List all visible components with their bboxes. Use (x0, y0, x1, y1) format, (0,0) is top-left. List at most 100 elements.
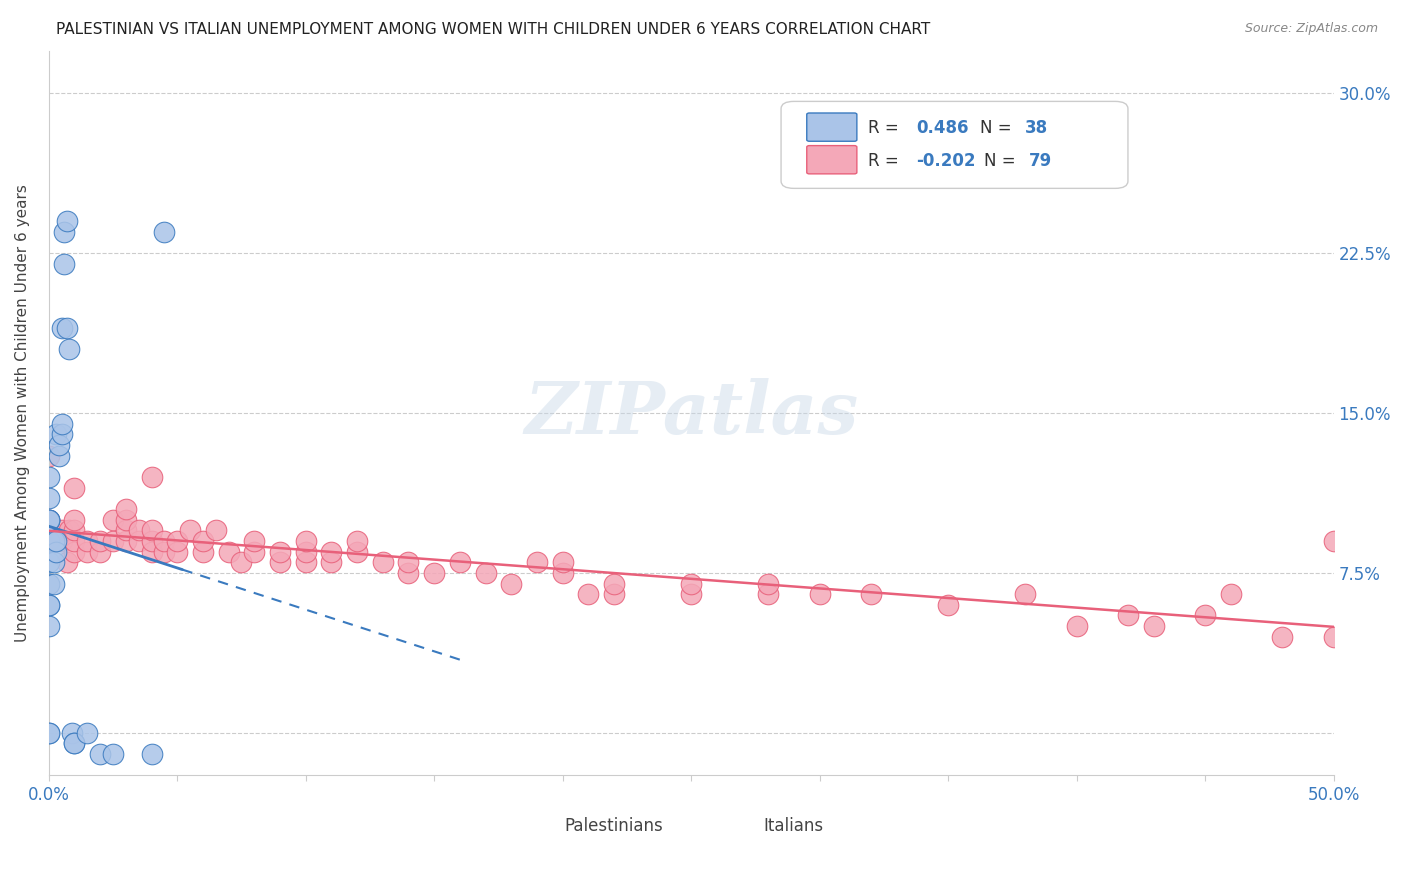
Point (51, 320, 73, 334)
Point (398, 566, 420, 580)
Point (128, 533, 150, 548)
Point (38, 533, 60, 548)
Text: Palestinians: Palestinians (565, 817, 664, 835)
Point (38, 512, 60, 526)
Point (53, 225, 76, 239)
Point (114, 523, 136, 537)
Point (114, 502, 136, 516)
Point (321, 544, 343, 558)
Point (474, 566, 496, 580)
Point (38, 576, 60, 591)
Point (114, 512, 136, 526)
Point (231, 555, 253, 569)
Point (141, 523, 163, 537)
Point (89, 544, 111, 558)
Text: 0.486: 0.486 (915, 120, 969, 137)
Y-axis label: Unemployment Among Women with Children Under 6 years: Unemployment Among Women with Children U… (15, 184, 30, 642)
Point (51, 523, 73, 537)
Point (53, 257, 76, 271)
Point (63, 736, 86, 750)
Point (681, 576, 703, 591)
Point (51, 417, 73, 431)
Point (114, 533, 136, 548)
Point (38, 523, 60, 537)
Point (38, 598, 60, 612)
Point (1116, 608, 1139, 623)
Point (191, 544, 214, 558)
Text: N =: N = (980, 120, 1017, 137)
FancyBboxPatch shape (807, 113, 856, 141)
Point (756, 576, 779, 591)
Text: R =: R = (869, 152, 904, 169)
Point (38, 533, 60, 548)
Point (1143, 619, 1166, 633)
Point (51, 427, 73, 442)
Text: 38: 38 (1025, 120, 1049, 137)
Point (42, 576, 65, 591)
Point (294, 533, 316, 548)
FancyBboxPatch shape (747, 813, 787, 836)
Point (76, 533, 98, 548)
Point (63, 481, 86, 495)
Point (449, 555, 471, 569)
Point (38, 725, 60, 739)
Point (63, 736, 86, 750)
Point (45, 533, 67, 548)
Point (38, 512, 60, 526)
Point (153, 533, 176, 548)
Point (38, 619, 60, 633)
Text: Italians: Italians (763, 817, 824, 835)
FancyBboxPatch shape (807, 145, 856, 174)
Point (89, 533, 111, 548)
Point (204, 523, 226, 537)
Point (423, 566, 446, 580)
Text: N =: N = (984, 152, 1021, 169)
Point (1322, 533, 1344, 548)
Point (269, 544, 291, 558)
Point (808, 587, 831, 601)
Point (38, 512, 60, 526)
Point (294, 544, 316, 558)
Point (526, 555, 548, 569)
Point (45, 544, 67, 558)
Point (76, 725, 98, 739)
Point (48, 438, 70, 452)
Point (38, 491, 60, 506)
FancyBboxPatch shape (554, 813, 595, 836)
Point (63, 533, 86, 548)
Point (38, 512, 60, 526)
Point (166, 533, 188, 548)
Point (55, 320, 77, 334)
Point (346, 544, 368, 558)
Point (38, 725, 60, 739)
Point (63, 512, 86, 526)
Point (243, 533, 266, 548)
Point (1066, 619, 1088, 633)
Point (38, 598, 60, 612)
Point (294, 555, 316, 569)
Point (42, 533, 65, 548)
Point (101, 747, 124, 761)
Point (58, 342, 80, 356)
Point (55, 214, 77, 228)
Text: 79: 79 (1029, 152, 1052, 169)
Text: PALESTINIAN VS ITALIAN UNEMPLOYMENT AMONG WOMEN WITH CHILDREN UNDER 6 YEARS CORR: PALESTINIAN VS ITALIAN UNEMPLOYMENT AMON… (56, 22, 931, 37)
Point (1271, 630, 1294, 644)
Point (551, 566, 574, 580)
Point (63, 544, 86, 558)
Point (501, 576, 523, 591)
Point (141, 533, 163, 548)
Point (63, 523, 86, 537)
Point (45, 427, 67, 442)
Point (1322, 630, 1344, 644)
Point (603, 587, 626, 601)
Point (371, 555, 394, 569)
Text: Source: ZipAtlas.com: Source: ZipAtlas.com (1244, 22, 1378, 36)
Text: ZIPatlas: ZIPatlas (524, 377, 858, 449)
Point (398, 555, 420, 569)
Point (859, 587, 882, 601)
Point (101, 533, 124, 548)
Point (141, 470, 163, 484)
Point (166, 544, 188, 558)
Point (48, 449, 70, 463)
